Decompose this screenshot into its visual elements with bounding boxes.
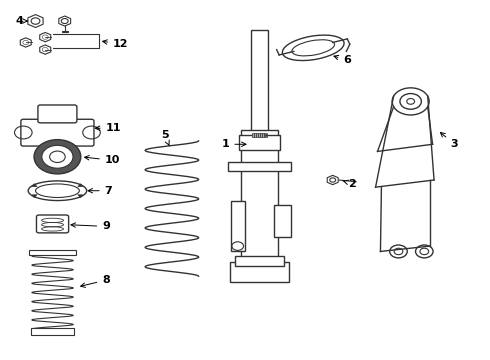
Text: 11: 11 <box>96 123 121 133</box>
FancyBboxPatch shape <box>266 133 268 137</box>
FancyBboxPatch shape <box>274 205 291 237</box>
FancyBboxPatch shape <box>36 215 69 233</box>
Text: 8: 8 <box>81 275 110 287</box>
Text: 5: 5 <box>161 130 170 146</box>
FancyBboxPatch shape <box>239 135 280 150</box>
Text: 3: 3 <box>441 132 458 149</box>
Wedge shape <box>78 195 82 198</box>
FancyBboxPatch shape <box>251 30 269 137</box>
FancyBboxPatch shape <box>228 162 291 171</box>
FancyBboxPatch shape <box>235 256 284 266</box>
Text: 10: 10 <box>85 156 120 165</box>
Wedge shape <box>32 195 37 198</box>
FancyBboxPatch shape <box>29 249 76 255</box>
FancyBboxPatch shape <box>230 262 289 282</box>
FancyBboxPatch shape <box>264 133 266 137</box>
Text: 2: 2 <box>343 179 356 189</box>
FancyBboxPatch shape <box>231 202 245 251</box>
Text: 1: 1 <box>221 139 246 149</box>
FancyBboxPatch shape <box>21 119 94 146</box>
FancyBboxPatch shape <box>254 133 256 137</box>
Text: 7: 7 <box>88 186 112 196</box>
Circle shape <box>42 145 73 168</box>
FancyBboxPatch shape <box>262 133 264 137</box>
FancyBboxPatch shape <box>258 133 260 137</box>
Text: 4: 4 <box>16 16 27 26</box>
Wedge shape <box>78 184 82 187</box>
FancyBboxPatch shape <box>241 130 278 266</box>
FancyBboxPatch shape <box>62 31 68 32</box>
FancyBboxPatch shape <box>252 133 254 137</box>
Text: 6: 6 <box>334 55 351 65</box>
Wedge shape <box>32 184 37 187</box>
FancyBboxPatch shape <box>260 133 262 137</box>
FancyBboxPatch shape <box>256 133 258 137</box>
FancyBboxPatch shape <box>38 105 77 123</box>
Circle shape <box>34 140 81 174</box>
Text: 9: 9 <box>71 221 110 231</box>
Text: 12: 12 <box>102 39 128 49</box>
FancyBboxPatch shape <box>30 328 74 336</box>
